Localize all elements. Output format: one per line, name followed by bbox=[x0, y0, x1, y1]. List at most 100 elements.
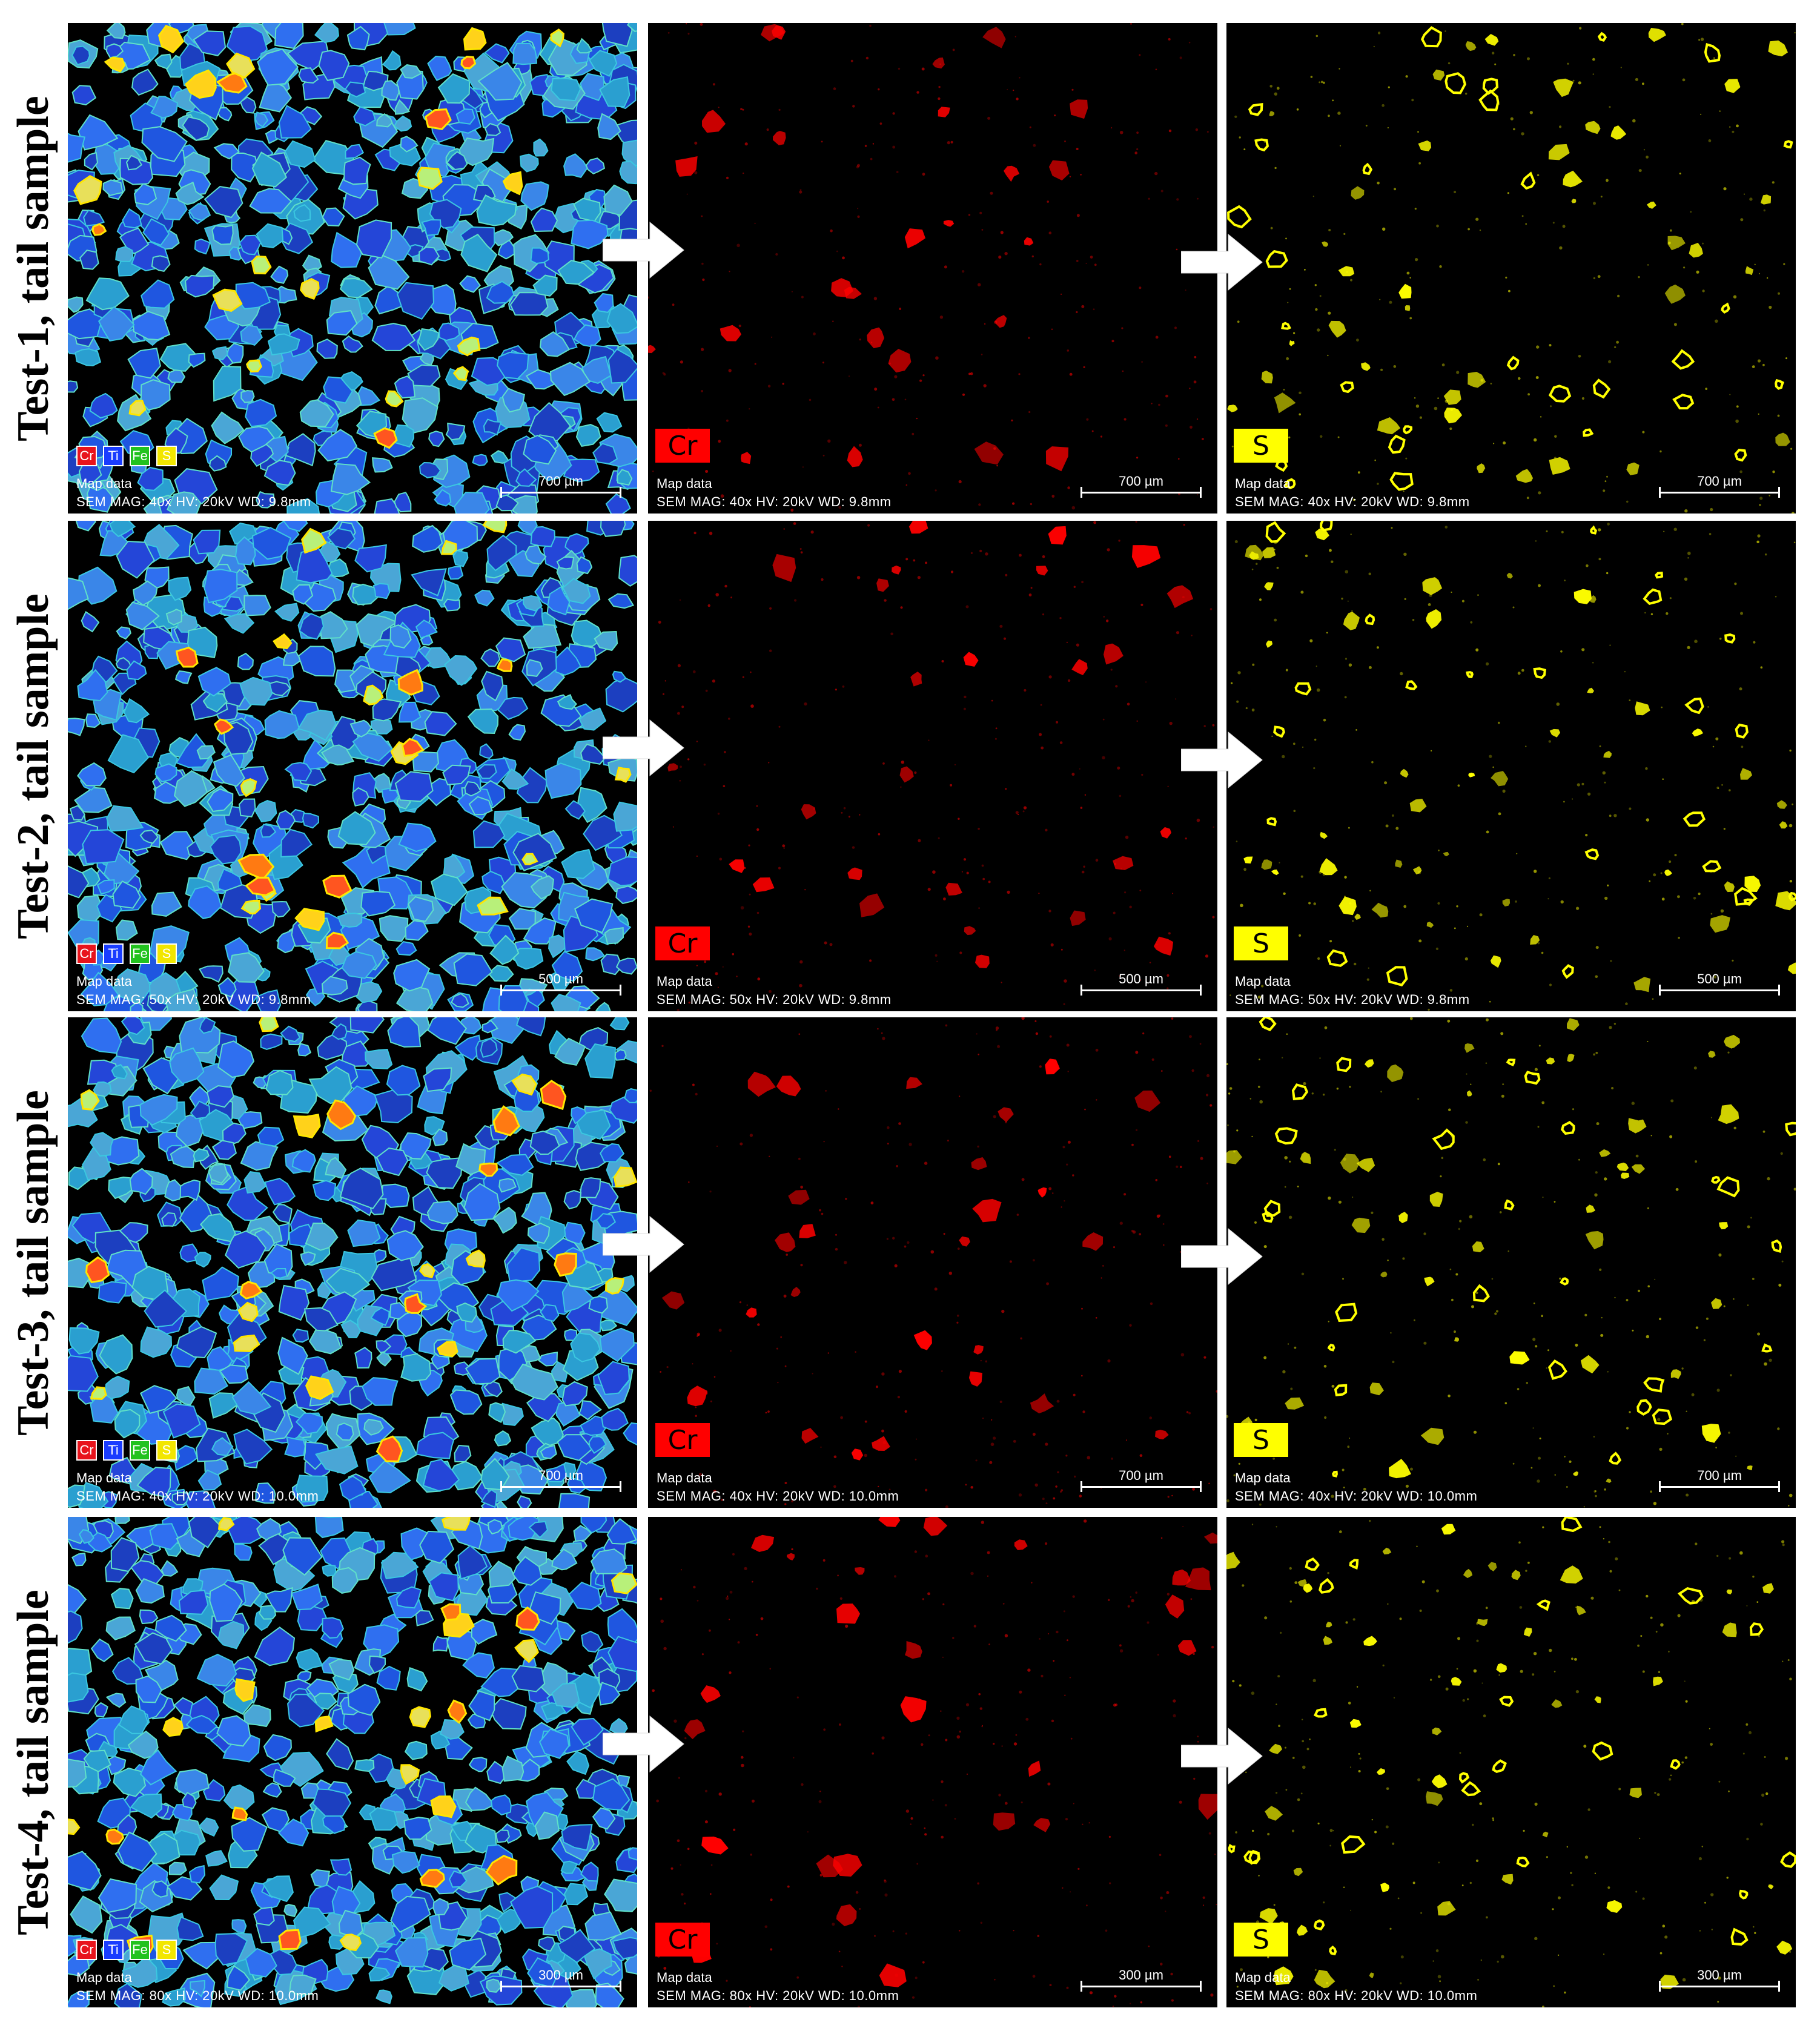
speckle bbox=[1472, 1823, 1474, 1826]
particle bbox=[480, 648, 501, 667]
legend-chip-fe: Fe bbox=[130, 943, 150, 964]
particle bbox=[621, 139, 637, 167]
speckle bbox=[770, 1948, 773, 1951]
speckle bbox=[1100, 1487, 1102, 1489]
speckle bbox=[1105, 1929, 1108, 1932]
chromite-particle bbox=[251, 255, 272, 275]
speckle bbox=[1094, 263, 1097, 266]
speckle bbox=[961, 871, 963, 873]
speckle bbox=[922, 173, 925, 176]
particle bbox=[614, 1049, 627, 1061]
particle bbox=[68, 821, 99, 857]
speckle bbox=[1377, 483, 1379, 485]
speckle bbox=[1716, 1389, 1720, 1392]
speckle bbox=[740, 906, 744, 910]
particle bbox=[81, 1017, 122, 1054]
speckle bbox=[1140, 603, 1143, 606]
speckle bbox=[694, 171, 698, 174]
speckle bbox=[1365, 125, 1368, 127]
s-signal-spot bbox=[1323, 1636, 1332, 1645]
particle bbox=[194, 1367, 228, 1395]
particle bbox=[563, 153, 588, 178]
speckle bbox=[1532, 1338, 1536, 1341]
speckle bbox=[770, 1898, 773, 1901]
speckle bbox=[1157, 1654, 1159, 1656]
chromite-particle bbox=[404, 1293, 428, 1314]
s-signal-spot bbox=[1499, 1696, 1514, 1707]
cr-signal-spot bbox=[938, 107, 950, 117]
speckle bbox=[976, 1033, 978, 1035]
s-signal-spot bbox=[1726, 1589, 1732, 1595]
s-signal-spot bbox=[1472, 1241, 1484, 1252]
speckle bbox=[1587, 1808, 1590, 1811]
speckle bbox=[1457, 784, 1460, 787]
particle bbox=[403, 1817, 432, 1840]
speckle bbox=[822, 362, 824, 364]
speckle bbox=[1752, 1926, 1755, 1928]
speckle bbox=[1677, 895, 1680, 899]
s-signal-spot bbox=[1245, 544, 1264, 561]
speckle bbox=[1542, 1526, 1544, 1528]
s-signal-spot bbox=[1660, 1975, 1679, 1989]
speckle bbox=[1071, 506, 1076, 510]
particle bbox=[551, 1548, 578, 1571]
particle bbox=[605, 677, 637, 713]
speckle bbox=[1239, 136, 1241, 139]
particle bbox=[523, 917, 557, 945]
speckle bbox=[1603, 1953, 1605, 1955]
particle bbox=[116, 626, 131, 640]
particle bbox=[185, 1490, 216, 1508]
speckle bbox=[1115, 1703, 1118, 1706]
speckle bbox=[1510, 117, 1514, 121]
particle bbox=[197, 667, 231, 697]
particle bbox=[259, 79, 293, 113]
s-signal-spot bbox=[1467, 1090, 1472, 1097]
speckle bbox=[1127, 1605, 1130, 1608]
particle bbox=[284, 1436, 306, 1458]
speckle bbox=[1766, 277, 1769, 279]
speckle bbox=[1526, 1382, 1528, 1384]
particle bbox=[366, 845, 387, 865]
speckle bbox=[1682, 1978, 1686, 1982]
particle bbox=[481, 670, 504, 702]
speckle bbox=[1368, 572, 1371, 575]
speckle bbox=[783, 847, 785, 849]
speckle bbox=[1320, 435, 1323, 438]
speckle bbox=[1789, 1493, 1793, 1498]
particle bbox=[207, 788, 234, 812]
speckle bbox=[696, 741, 698, 742]
speckle bbox=[1758, 272, 1761, 274]
speckle bbox=[737, 1641, 740, 1644]
particle bbox=[557, 1929, 596, 1964]
s-signal-spot bbox=[1670, 1759, 1681, 1770]
particle bbox=[68, 380, 79, 393]
speckle bbox=[1441, 1157, 1444, 1160]
speckle bbox=[1415, 405, 1420, 408]
speckle bbox=[1350, 279, 1352, 282]
speckle bbox=[1072, 1174, 1074, 1177]
speckle bbox=[1765, 1792, 1769, 1795]
speckle bbox=[1485, 1062, 1487, 1064]
speckle bbox=[963, 858, 967, 861]
particle bbox=[188, 1517, 223, 1548]
speckle bbox=[807, 1831, 809, 1833]
speckle bbox=[1574, 1657, 1577, 1661]
s-signal-spot bbox=[1504, 1199, 1515, 1211]
speckle bbox=[1070, 1891, 1071, 1893]
speckle bbox=[1572, 79, 1575, 82]
cr-signal-spot bbox=[1024, 237, 1034, 246]
speckle bbox=[1444, 30, 1446, 32]
speckle bbox=[1016, 97, 1019, 101]
speckle bbox=[1125, 836, 1129, 839]
speckle bbox=[1759, 497, 1763, 500]
speckle bbox=[778, 725, 781, 728]
particle bbox=[480, 1038, 498, 1058]
speckle bbox=[1752, 1576, 1755, 1578]
speckle bbox=[1658, 1671, 1661, 1673]
speckle bbox=[894, 1575, 896, 1578]
speckle bbox=[1208, 1832, 1211, 1835]
speckle bbox=[1209, 608, 1213, 610]
particle bbox=[497, 1279, 540, 1312]
speckle bbox=[1595, 1490, 1597, 1492]
scale-bar-line bbox=[500, 1481, 621, 1492]
